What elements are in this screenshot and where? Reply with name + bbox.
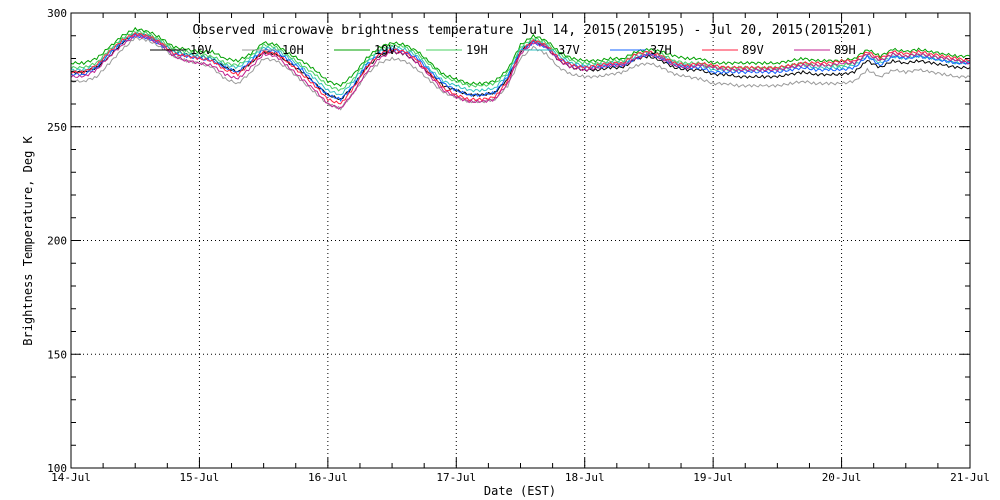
x-tick-label: 18-Jul — [565, 471, 605, 484]
y-tick-label: 100 — [47, 462, 67, 475]
x-tick-label: 14-Jul — [51, 471, 91, 484]
y-tick-label: 200 — [47, 235, 67, 248]
legend: 10V 10H 19V 19H 37V 37H 89V 89H — [150, 43, 856, 57]
y-axis-label: Brightness Temperature, Deg K — [21, 135, 35, 345]
legend-label-89h: 89H — [834, 43, 856, 57]
legend-label-19h: 19H — [466, 43, 488, 57]
x-tick-label: 21-Jul — [950, 471, 990, 484]
legend-label-10h: 10H — [282, 43, 304, 57]
legend-label-19v: 19V — [374, 43, 396, 57]
legend-label-10v: 10V — [190, 43, 212, 57]
series-line-10v — [70, 32, 971, 100]
x-tick-label: 17-Jul — [436, 471, 476, 484]
legend-label-89v: 89V — [742, 43, 764, 57]
legend-label-37h: 37H — [650, 43, 672, 57]
x-axis-label: Date (EST) — [484, 484, 556, 498]
y-tick-label: 300 — [47, 7, 67, 20]
chart-title: Observed microwave brightness temperatur… — [193, 23, 874, 38]
series-lines — [70, 26, 971, 111]
axis-ticks: 14-Jul 15-Jul 16-Jul 17-Jul 18-Jul 19-Jul 20-J… — [47, 7, 990, 484]
x-tick-label: 19-Jul — [693, 471, 733, 484]
x-tick-label: 20-Jul — [822, 471, 862, 484]
x-tick-label: 15-Jul — [180, 471, 220, 484]
legend-label-37v: 37V — [558, 43, 580, 57]
series-line-89h — [70, 34, 971, 110]
series-line-10h — [70, 36, 971, 111]
series-line-19v — [70, 26, 971, 88]
y-tick-label: 250 — [47, 121, 67, 134]
x-tick-label: 16-Jul — [308, 471, 348, 484]
y-tick-label: 150 — [47, 348, 67, 361]
